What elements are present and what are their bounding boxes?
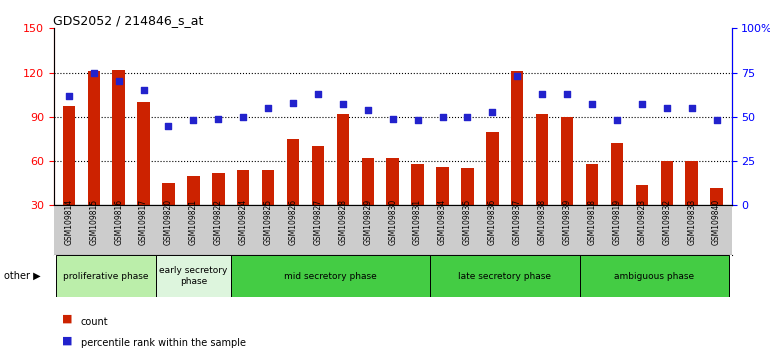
Bar	[156, 255, 231, 297]
Text: mid secretory phase: mid secretory phase	[284, 272, 377, 281]
Point	[511, 73, 524, 79]
Bar	[437, 167, 449, 205]
Bar	[312, 146, 324, 205]
Text: GDS2052 / 214846_s_at: GDS2052 / 214846_s_at	[53, 14, 203, 27]
Point	[685, 105, 698, 111]
Text: early secretory
phase: early secretory phase	[159, 267, 228, 286]
Point	[336, 102, 349, 107]
Point	[187, 118, 199, 123]
Bar	[511, 71, 524, 205]
Bar	[461, 169, 474, 205]
Text: count: count	[81, 317, 109, 327]
Bar	[362, 158, 374, 205]
Point	[636, 102, 648, 107]
Bar	[137, 102, 150, 205]
Text: other ▶: other ▶	[4, 271, 41, 281]
Point	[213, 116, 225, 121]
Bar	[212, 173, 225, 205]
Point	[586, 102, 598, 107]
Bar	[586, 164, 598, 205]
Point	[262, 105, 274, 111]
Point	[362, 107, 374, 113]
Bar	[231, 255, 430, 297]
Text: proliferative phase: proliferative phase	[63, 272, 149, 281]
Point	[88, 70, 100, 75]
Bar	[635, 185, 648, 205]
Point	[312, 91, 324, 97]
Bar	[430, 255, 580, 297]
Bar	[56, 255, 156, 297]
Bar	[336, 114, 349, 205]
Point	[137, 87, 149, 93]
Point	[461, 114, 474, 120]
Point	[387, 116, 399, 121]
Bar	[411, 164, 424, 205]
Point	[62, 93, 75, 98]
Text: ■: ■	[62, 314, 72, 324]
Point	[561, 91, 573, 97]
Point	[536, 91, 548, 97]
Point	[611, 118, 623, 123]
Bar	[611, 143, 623, 205]
Bar	[237, 170, 249, 205]
Bar	[262, 170, 274, 205]
Bar	[187, 176, 199, 205]
Bar	[486, 132, 499, 205]
Bar	[561, 117, 574, 205]
Point	[437, 114, 449, 120]
Bar	[710, 188, 723, 205]
Text: late secretory phase: late secretory phase	[458, 272, 551, 281]
Bar	[536, 114, 548, 205]
Bar	[685, 161, 698, 205]
Point	[237, 114, 249, 120]
Point	[711, 118, 723, 123]
Point	[411, 118, 424, 123]
Bar	[661, 161, 673, 205]
Bar	[112, 70, 125, 205]
Point	[661, 105, 673, 111]
Bar	[88, 71, 100, 205]
Point	[112, 79, 125, 84]
Bar	[387, 158, 399, 205]
Bar	[162, 183, 175, 205]
Text: ambiguous phase: ambiguous phase	[614, 272, 695, 281]
Text: percentile rank within the sample: percentile rank within the sample	[81, 338, 246, 348]
Bar	[580, 255, 729, 297]
Point	[486, 109, 498, 114]
Bar	[286, 139, 300, 205]
Point	[162, 123, 175, 129]
Text: ■: ■	[62, 335, 72, 346]
Bar	[62, 107, 75, 205]
Point	[287, 100, 300, 105]
